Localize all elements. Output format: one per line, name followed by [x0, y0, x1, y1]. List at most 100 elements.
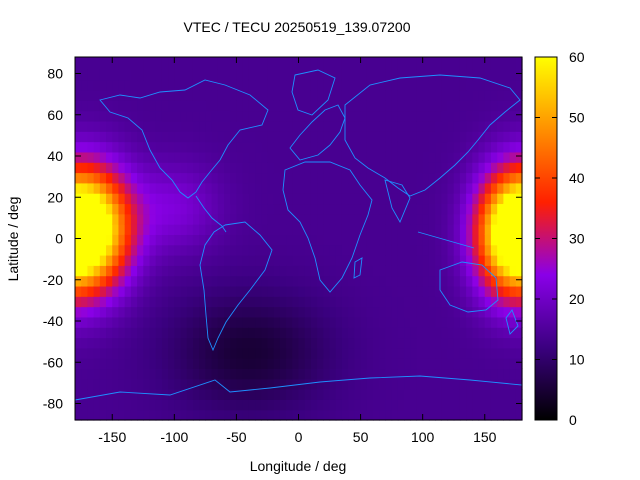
heatmap-cell [168, 141, 175, 153]
heatmap-cell [255, 172, 262, 184]
heatmap-cell [422, 57, 430, 60]
heatmap-cell [373, 368, 380, 380]
heatmap-cell [273, 275, 281, 287]
heatmap-cell [360, 100, 368, 112]
heatmap-cell [137, 275, 144, 287]
heatmap-cell [112, 172, 120, 184]
heatmap-cell [118, 347, 126, 359]
heatmap-cell [323, 409, 331, 421]
heatmap-cell [435, 182, 442, 194]
heatmap-cell [174, 358, 182, 370]
heatmap-cell [435, 141, 442, 153]
heatmap-cell [490, 399, 498, 411]
heatmap-cell [168, 131, 175, 143]
heatmap-cell [422, 358, 430, 370]
heatmap-cell [298, 69, 306, 81]
heatmap-cell [503, 213, 511, 225]
heatmap-cell [112, 162, 120, 174]
heatmap-cell [261, 337, 269, 349]
heatmap-cell [279, 120, 287, 132]
heatmap-cell [428, 69, 436, 81]
heatmap-cell [180, 306, 188, 318]
heatmap-cell [379, 306, 387, 318]
heatmap-cell [509, 327, 517, 339]
heatmap-cell [75, 244, 82, 256]
heatmap-cell [137, 120, 144, 132]
heatmap-cell [81, 244, 89, 256]
heatmap-cell [261, 306, 269, 318]
x-tick-label: 100 [411, 429, 435, 445]
heatmap-cell [441, 347, 449, 359]
heatmap-cell [242, 193, 250, 205]
heatmap-cell [99, 203, 107, 215]
heatmap-cell [87, 327, 95, 339]
heatmap-cell [515, 285, 523, 297]
x-tick-label: 0 [295, 429, 303, 445]
heatmap-cell [310, 255, 318, 266]
heatmap-cell [137, 141, 144, 153]
heatmap-cell [503, 79, 511, 91]
heatmap-cell [217, 337, 225, 349]
heatmap-cell [161, 234, 169, 246]
heatmap-cell [379, 255, 387, 266]
heatmap-cell [81, 255, 89, 266]
heatmap-cell [186, 306, 194, 318]
heatmap-cell [199, 110, 206, 122]
heatmap-cell [99, 316, 107, 328]
heatmap-cell [360, 79, 368, 91]
heatmap-cell [75, 224, 82, 235]
heatmap-cell [335, 151, 343, 163]
heatmap-cell [205, 203, 213, 215]
heatmap-cell [236, 399, 244, 411]
heatmap-cell [360, 120, 368, 132]
heatmap-cell [211, 203, 219, 215]
heatmap-cell [497, 69, 504, 81]
heatmap-cell [248, 327, 256, 339]
heatmap-cell [404, 389, 411, 400]
heatmap-cell [199, 244, 206, 256]
heatmap-cell [503, 327, 511, 339]
heatmap-cell [75, 131, 82, 143]
heatmap-cell [168, 224, 175, 235]
heatmap-cell [385, 120, 393, 132]
heatmap-cell [75, 110, 82, 122]
heatmap-cell [490, 275, 498, 287]
heatmap-cell [329, 378, 337, 390]
heatmap-cell [248, 120, 256, 132]
heatmap-cell [497, 120, 504, 132]
heatmap-cell [391, 409, 399, 421]
heatmap-cell [416, 327, 424, 339]
heatmap-cell [310, 378, 318, 390]
heatmap-cell [515, 141, 523, 153]
heatmap-cell [292, 337, 300, 349]
heatmap-cell [490, 234, 498, 246]
heatmap-cell [317, 378, 324, 390]
heatmap-cell [261, 389, 269, 400]
heatmap-cell [255, 182, 262, 194]
heatmap-cell [273, 244, 281, 256]
heatmap-cell [236, 69, 244, 81]
heatmap-cell [174, 347, 182, 359]
heatmap-cell [447, 59, 455, 70]
heatmap-cell [230, 141, 238, 153]
heatmap-cell [205, 347, 213, 359]
heatmap-cell [180, 368, 188, 380]
heatmap-cell [292, 151, 300, 163]
heatmap-cell [484, 409, 492, 421]
heatmap-cell [317, 172, 324, 184]
heatmap-cell [242, 327, 250, 339]
heatmap-cell [199, 306, 206, 318]
heatmap-cell [397, 327, 405, 339]
heatmap-cell [478, 337, 486, 349]
heatmap-cell [255, 285, 262, 297]
heatmap-cell [124, 306, 132, 318]
heatmap-cell [484, 151, 492, 163]
heatmap-cell [217, 296, 225, 308]
heatmap-cell [410, 57, 418, 60]
heatmap-cell [329, 110, 337, 122]
heatmap-cell [99, 162, 107, 174]
heatmap-cell [466, 182, 473, 194]
heatmap-cell [385, 358, 393, 370]
heatmap-cell [509, 59, 517, 70]
heatmap-cell [435, 316, 442, 328]
